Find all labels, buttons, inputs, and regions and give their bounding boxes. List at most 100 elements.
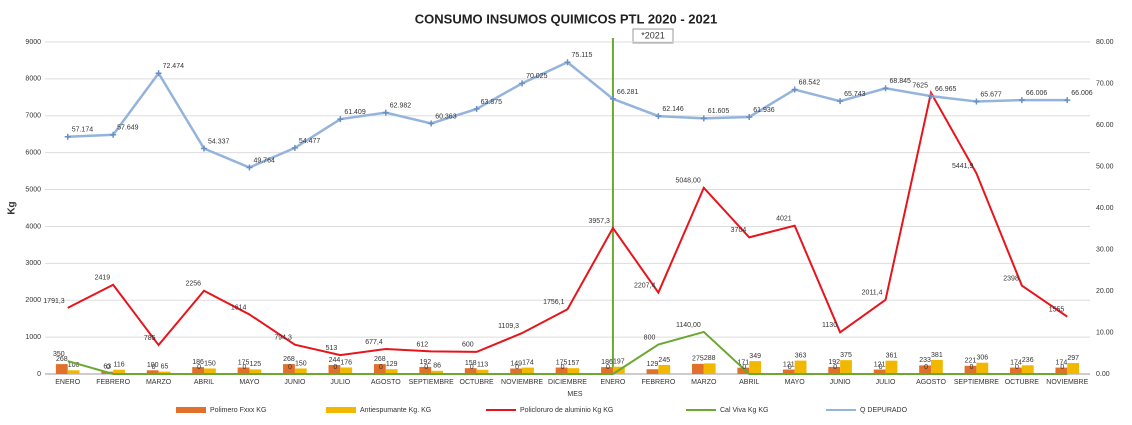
marker — [927, 93, 934, 100]
data-label: 65.743 — [844, 91, 866, 98]
data-label: 62.982 — [390, 102, 412, 109]
data-label: 1130 — [822, 322, 837, 329]
data-label: 0 — [833, 364, 837, 371]
data-label: 2419 — [95, 275, 111, 282]
y-tick-label: 5000 — [25, 186, 41, 193]
x-tick-label: DICIEMBRE — [548, 379, 587, 386]
bar — [930, 359, 943, 374]
data-label: 0 — [1060, 364, 1064, 371]
data-label: 306 — [976, 355, 988, 362]
marker — [609, 95, 616, 102]
marker — [382, 109, 389, 116]
bar — [146, 370, 159, 374]
y-tick-label: 2000 — [25, 297, 41, 304]
bar — [601, 367, 613, 374]
data-label: 49.764 — [253, 157, 275, 164]
data-label: 61.936 — [753, 107, 775, 114]
x-tick-label: FEBRERO — [641, 379, 675, 386]
bar — [555, 367, 568, 374]
marker — [473, 105, 480, 112]
data-label: 66.965 — [935, 86, 957, 93]
data-label: 186 — [601, 359, 613, 366]
x-tick-label: ENERO — [600, 379, 625, 386]
marker — [201, 145, 208, 152]
x-tick-label: NOVIEMBRE — [1046, 379, 1088, 386]
data-label: 0 — [742, 364, 746, 371]
x-tick-label: NOVIEMBRE — [501, 379, 543, 386]
data-label: 363 — [795, 352, 807, 359]
marker — [64, 133, 71, 140]
bar — [340, 367, 353, 374]
data-label: 68.845 — [890, 78, 912, 85]
data-label: 0 — [197, 364, 201, 371]
bar — [646, 369, 659, 374]
bar — [1010, 367, 1022, 374]
data-label: 86 — [433, 363, 441, 370]
bar — [840, 360, 852, 374]
data-label: 0 — [288, 364, 292, 371]
data-label: 57.649 — [117, 125, 139, 132]
data-label: 0 — [1015, 364, 1019, 371]
marker — [791, 86, 798, 93]
data-label: 600 — [462, 342, 474, 349]
data-label: 233 — [919, 357, 931, 364]
data-label: 125 — [250, 361, 262, 368]
bar — [737, 367, 750, 374]
x-tick-label: AGOSTO — [371, 379, 401, 386]
marker — [564, 59, 571, 66]
data-label: 157 — [568, 360, 580, 367]
data-label: 0 — [561, 364, 565, 371]
data-label: 2398 — [1003, 275, 1019, 282]
x-tick-label: SEPTIEMBRE — [409, 379, 454, 386]
bar — [510, 368, 523, 374]
data-label: 7625 — [912, 83, 928, 90]
data-label: 4021 — [776, 216, 792, 223]
data-label: 0 — [788, 364, 792, 371]
x-tick-label: JULIO — [330, 379, 350, 386]
data-label: 0 — [243, 364, 247, 371]
data-label: 176 — [340, 359, 352, 366]
data-label: 3704 — [731, 227, 747, 234]
data-label: 174 — [522, 359, 534, 366]
data-label: 677,4 — [365, 339, 383, 346]
marker — [1064, 97, 1071, 104]
data-label: 113 — [477, 362, 488, 369]
y2-tick-label: 70.00 — [1096, 80, 1114, 87]
data-label: 1756,1 — [543, 299, 565, 306]
data-label: 63.875 — [481, 99, 503, 106]
data-label: 175 — [556, 359, 568, 366]
bar — [464, 368, 477, 374]
data-label: 244 — [329, 357, 341, 364]
bar — [567, 368, 580, 374]
y-tick-label: 4000 — [25, 223, 41, 230]
data-label: 0 — [470, 364, 474, 371]
y-tick-label: 8000 — [25, 76, 41, 83]
x-axis-label: MES — [567, 391, 583, 398]
data-label: 612 — [417, 341, 429, 348]
bar — [237, 367, 250, 374]
data-label: 0 — [424, 364, 428, 371]
x-tick-label: MAYO — [239, 379, 260, 386]
data-label: 61.605 — [708, 108, 730, 115]
data-label: 297 — [1067, 355, 1079, 362]
data-label: 175 — [238, 359, 250, 366]
x-tick-label: OCTUBRE — [460, 379, 495, 386]
data-label: 794,3 — [274, 335, 292, 342]
legend-label: Polimero Fxxx KG — [210, 407, 266, 414]
x-tick-label: FEBRERO — [96, 379, 130, 386]
x-tick-label: JULIO — [876, 379, 896, 386]
chart-title: CONSUMO INSUMOS QUIMICOS PTL 2020 - 2021 — [415, 11, 717, 26]
x-tick-label: MARZO — [691, 379, 717, 386]
x-tick-label: ABRIL — [194, 379, 214, 386]
marker — [337, 116, 344, 123]
y-axis-label: Kg — [7, 201, 18, 214]
data-label: 1555 — [1049, 306, 1065, 313]
y-tick-label: 7000 — [25, 113, 41, 120]
y-tick-label: 9000 — [25, 39, 41, 46]
bar — [283, 364, 295, 374]
data-label: 236 — [1022, 357, 1034, 364]
data-label: 149 — [510, 360, 522, 367]
bar — [1067, 363, 1080, 374]
data-label: 100 — [68, 362, 80, 369]
data-label: 0 — [606, 364, 610, 371]
